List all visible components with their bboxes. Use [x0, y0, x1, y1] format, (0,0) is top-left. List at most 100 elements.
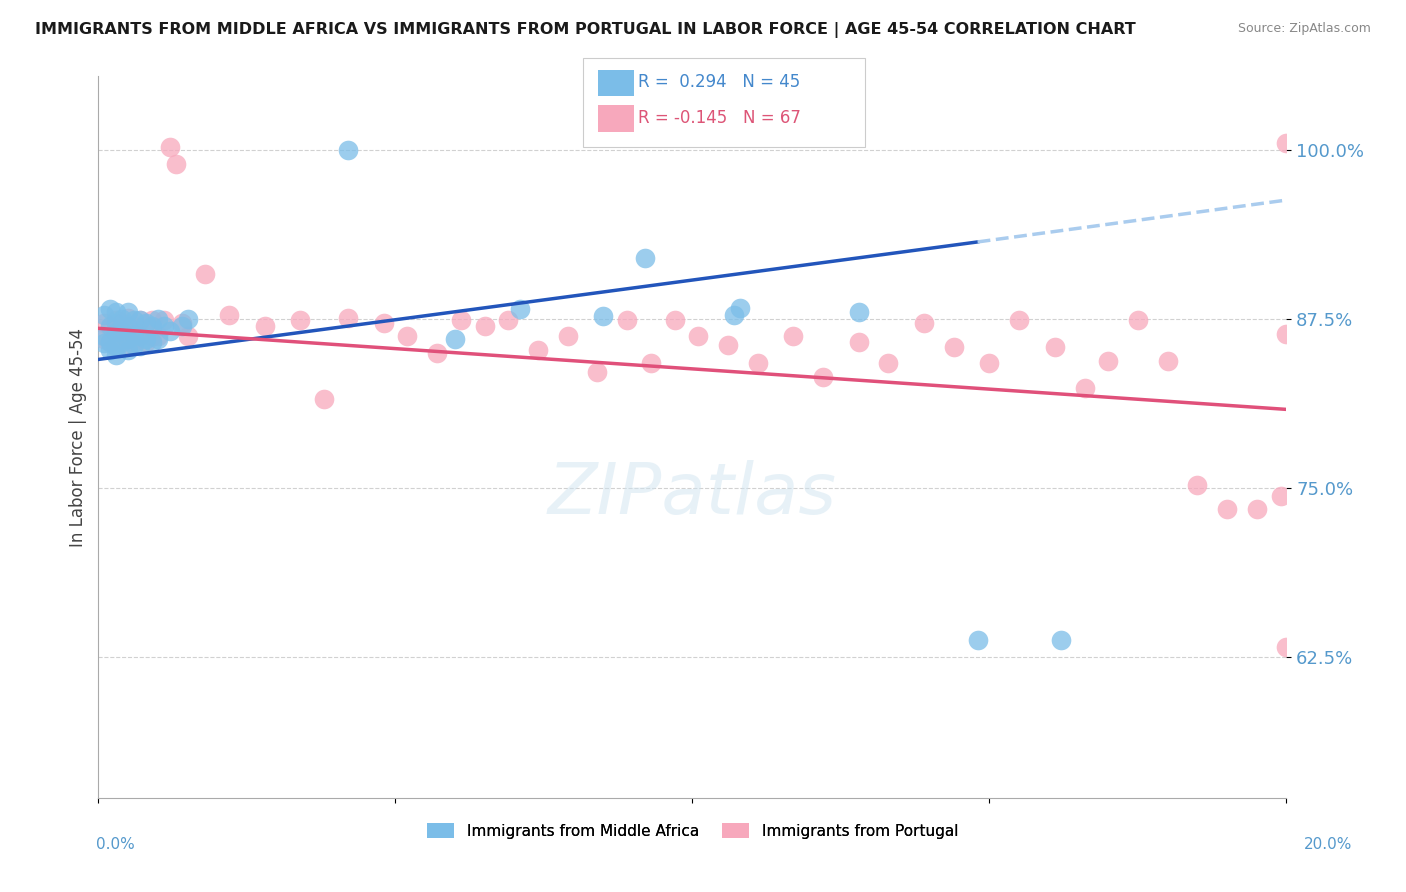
- Point: [586, 365, 609, 379]
- Legend: Immigrants from Middle Africa, Immigrants from Portugal: Immigrants from Middle Africa, Immigrant…: [420, 817, 965, 845]
- Text: R = -0.145   N = 67: R = -0.145 N = 67: [638, 109, 801, 127]
- Point: [717, 337, 740, 351]
- Point: [105, 313, 128, 327]
- Point: [146, 329, 169, 343]
- Text: Source: ZipAtlas.com: Source: ZipAtlas.com: [1237, 22, 1371, 36]
- Point: [141, 329, 163, 343]
- Text: IMMIGRANTS FROM MIDDLE AFRICA VS IMMIGRANTS FROM PORTUGAL IN LABOR FORCE | AGE 4: IMMIGRANTS FROM MIDDLE AFRICA VS IMMIGRA…: [35, 22, 1136, 38]
- Point: [170, 318, 193, 333]
- Point: [129, 339, 152, 353]
- Point: [117, 343, 139, 357]
- Point: [1275, 640, 1298, 654]
- Point: [1126, 313, 1149, 327]
- Point: [1216, 502, 1239, 516]
- Point: [135, 316, 157, 330]
- Point: [141, 313, 163, 327]
- Point: [98, 334, 121, 349]
- Point: [634, 251, 657, 265]
- Point: [942, 340, 965, 354]
- Point: [146, 312, 169, 326]
- Point: [664, 313, 686, 327]
- Point: [509, 302, 531, 317]
- Point: [443, 332, 465, 346]
- Point: [877, 356, 900, 370]
- Point: [117, 332, 139, 346]
- Point: [117, 305, 139, 319]
- Point: [1049, 633, 1071, 648]
- Point: [141, 334, 163, 349]
- Text: R =  0.294   N = 45: R = 0.294 N = 45: [638, 73, 800, 91]
- Point: [498, 313, 520, 327]
- Point: [152, 318, 174, 333]
- Point: [122, 326, 145, 341]
- Point: [98, 318, 121, 333]
- Point: [98, 334, 121, 349]
- Point: [640, 356, 662, 370]
- Point: [373, 316, 395, 330]
- Point: [426, 345, 449, 359]
- Point: [848, 334, 870, 349]
- Point: [912, 316, 935, 330]
- Point: [1187, 478, 1209, 492]
- Point: [93, 308, 115, 322]
- Point: [688, 329, 710, 343]
- Text: ZIPatlas: ZIPatlas: [548, 460, 837, 529]
- Point: [135, 334, 157, 349]
- Point: [1275, 326, 1298, 341]
- Point: [194, 268, 217, 282]
- Point: [290, 313, 312, 327]
- Point: [122, 337, 145, 351]
- Point: [450, 313, 472, 327]
- Point: [117, 310, 139, 325]
- Point: [1246, 502, 1268, 516]
- Point: [527, 343, 550, 357]
- Point: [129, 329, 152, 343]
- Point: [170, 316, 193, 330]
- Point: [592, 309, 614, 323]
- Point: [979, 356, 1001, 370]
- Y-axis label: In Labor Force | Age 45-54: In Labor Force | Age 45-54: [69, 327, 87, 547]
- Point: [111, 329, 134, 343]
- Point: [93, 332, 115, 346]
- Point: [1270, 489, 1292, 503]
- Point: [105, 329, 128, 343]
- Point: [105, 340, 128, 354]
- Point: [117, 337, 139, 351]
- Point: [129, 313, 152, 327]
- Point: [396, 329, 419, 343]
- Point: [1156, 353, 1178, 368]
- Point: [98, 302, 121, 317]
- Point: [93, 316, 115, 330]
- Point: [336, 143, 359, 157]
- Point: [105, 348, 128, 362]
- Point: [122, 313, 145, 327]
- Point: [176, 329, 198, 343]
- Point: [253, 318, 276, 333]
- Point: [117, 326, 139, 341]
- Point: [728, 301, 751, 315]
- Text: 20.0%: 20.0%: [1305, 838, 1353, 852]
- Point: [93, 336, 115, 351]
- Point: [314, 392, 336, 406]
- Point: [1043, 340, 1066, 354]
- Point: [782, 329, 804, 343]
- Point: [122, 334, 145, 349]
- Point: [98, 343, 121, 357]
- Point: [141, 318, 163, 333]
- Point: [152, 313, 174, 327]
- Point: [616, 313, 638, 327]
- Point: [122, 318, 145, 333]
- Point: [218, 308, 240, 322]
- Point: [811, 370, 834, 384]
- Point: [723, 308, 745, 322]
- Point: [129, 313, 152, 327]
- Point: [159, 324, 181, 338]
- Point: [98, 321, 121, 335]
- Point: [105, 316, 128, 330]
- Point: [747, 356, 769, 370]
- Point: [848, 305, 870, 319]
- Point: [111, 324, 134, 338]
- Point: [1275, 136, 1298, 151]
- Point: [1073, 381, 1095, 395]
- Point: [176, 312, 198, 326]
